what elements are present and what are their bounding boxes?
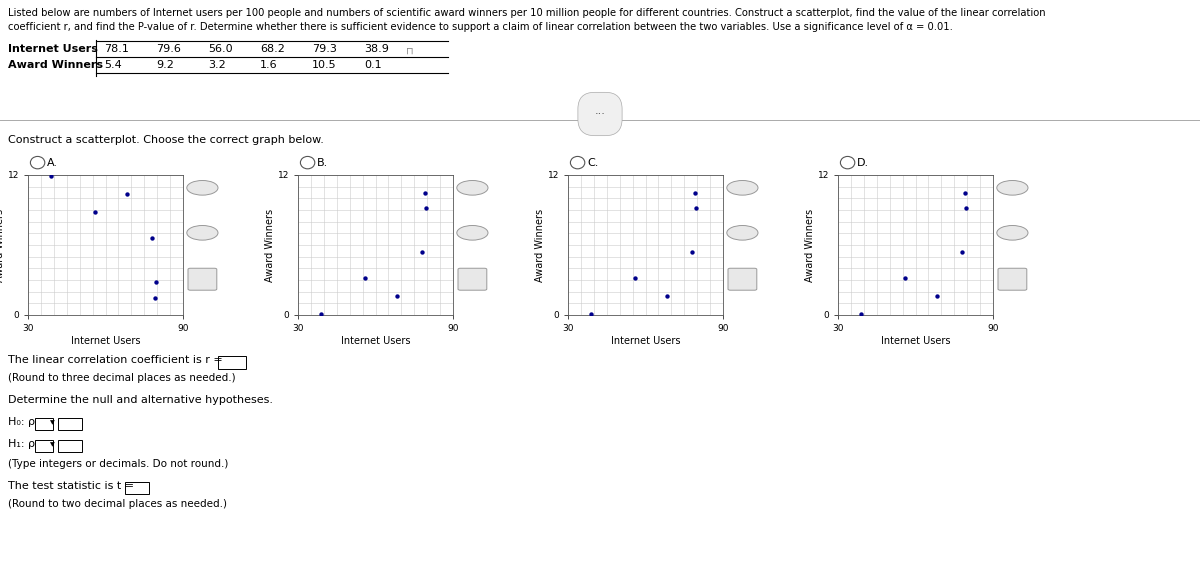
Text: ⊕: ⊕	[738, 183, 748, 193]
Text: Construct a scatterplot. Choose the correct graph below.: Construct a scatterplot. Choose the corr…	[8, 135, 324, 145]
Text: 56.0: 56.0	[208, 44, 233, 54]
Text: ▼: ▼	[50, 443, 55, 448]
Text: D.: D.	[857, 158, 869, 168]
Text: 9.2: 9.2	[156, 60, 174, 70]
Text: The test statistic is t =: The test statistic is t =	[8, 481, 134, 491]
FancyBboxPatch shape	[35, 440, 53, 452]
Text: 38.9: 38.9	[364, 44, 389, 54]
Text: 0.1: 0.1	[364, 60, 382, 70]
Text: ⇗: ⇗	[468, 275, 476, 284]
Point	[413, 248, 432, 257]
Text: ⊕: ⊕	[468, 183, 478, 193]
Text: 78.1: 78.1	[104, 44, 128, 54]
Point	[683, 248, 702, 257]
Text: (Round to two decimal places as needed.): (Round to two decimal places as needed.)	[8, 499, 227, 509]
Text: ⊕: ⊕	[1008, 183, 1018, 193]
Text: ···: ···	[594, 109, 606, 119]
Point	[41, 172, 60, 181]
Text: A.: A.	[47, 158, 58, 168]
Text: Listed below are numbers of Internet users per 100 people and numbers of scienti: Listed below are numbers of Internet use…	[8, 8, 1045, 18]
FancyBboxPatch shape	[35, 418, 53, 430]
Text: The linear correlation coefficient is r =: The linear correlation coefficient is r …	[8, 355, 223, 365]
Y-axis label: Award Winners: Award Winners	[535, 208, 545, 282]
Point	[658, 292, 677, 301]
Point	[625, 273, 644, 282]
Text: 5.4: 5.4	[104, 60, 121, 70]
Text: ⊖: ⊖	[1008, 228, 1018, 238]
Text: 79.6: 79.6	[156, 44, 181, 54]
Text: ⊖: ⊖	[738, 228, 748, 238]
Point	[685, 188, 704, 197]
Point	[388, 292, 407, 301]
Text: ⊓: ⊓	[406, 46, 414, 56]
Text: C.: C.	[587, 158, 599, 168]
Text: (Round to three decimal places as needed.): (Round to three decimal places as needed…	[8, 373, 235, 383]
Text: Determine the null and alternative hypotheses.: Determine the null and alternative hypot…	[8, 395, 274, 405]
Text: ▼: ▼	[50, 421, 55, 426]
FancyBboxPatch shape	[58, 440, 82, 452]
Point	[118, 189, 137, 198]
Text: ⊖: ⊖	[468, 228, 478, 238]
FancyBboxPatch shape	[58, 418, 82, 430]
Point	[928, 292, 947, 301]
Text: H₁: ρ: H₁: ρ	[8, 439, 35, 449]
Text: Award Winners: Award Winners	[8, 60, 103, 70]
Point	[415, 188, 434, 197]
Point	[953, 248, 972, 257]
Text: 3.2: 3.2	[208, 60, 226, 70]
Point	[851, 309, 870, 318]
FancyBboxPatch shape	[218, 356, 246, 369]
Point	[686, 203, 706, 212]
Y-axis label: Award Winners: Award Winners	[265, 208, 275, 282]
Text: 1.6: 1.6	[260, 60, 277, 70]
Point	[355, 273, 374, 282]
X-axis label: Internet Users: Internet Users	[611, 336, 680, 346]
Text: (Type integers or decimals. Do not round.): (Type integers or decimals. Do not round…	[8, 459, 228, 469]
Text: ⊖: ⊖	[198, 228, 208, 238]
Y-axis label: Award Winners: Award Winners	[805, 208, 815, 282]
Point	[956, 203, 976, 212]
Text: ⊕: ⊕	[198, 183, 208, 193]
Point	[955, 188, 974, 197]
Point	[143, 234, 162, 243]
Text: 79.3: 79.3	[312, 44, 337, 54]
Point	[145, 293, 164, 302]
Point	[146, 278, 166, 287]
Text: coefficient r, and find the P-value of r. Determine whether there is sufficient : coefficient r, and find the P-value of r…	[8, 22, 953, 32]
Text: Internet Users: Internet Users	[8, 44, 98, 54]
Text: B.: B.	[317, 158, 329, 168]
Point	[311, 309, 330, 318]
Text: ⇗: ⇗	[1008, 275, 1016, 284]
Text: ⇗: ⇗	[198, 275, 206, 284]
Point	[416, 203, 436, 212]
FancyBboxPatch shape	[125, 482, 149, 494]
Text: 10.5: 10.5	[312, 60, 337, 70]
Y-axis label: Award Winners: Award Winners	[0, 208, 5, 282]
X-axis label: Internet Users: Internet Users	[341, 336, 410, 346]
X-axis label: Internet Users: Internet Users	[881, 336, 950, 346]
Point	[895, 273, 914, 282]
Point	[85, 208, 104, 217]
Text: H₀: ρ: H₀: ρ	[8, 417, 35, 427]
X-axis label: Internet Users: Internet Users	[71, 336, 140, 346]
Point	[581, 309, 600, 318]
Text: 68.2: 68.2	[260, 44, 284, 54]
Text: ⇗: ⇗	[738, 275, 746, 284]
